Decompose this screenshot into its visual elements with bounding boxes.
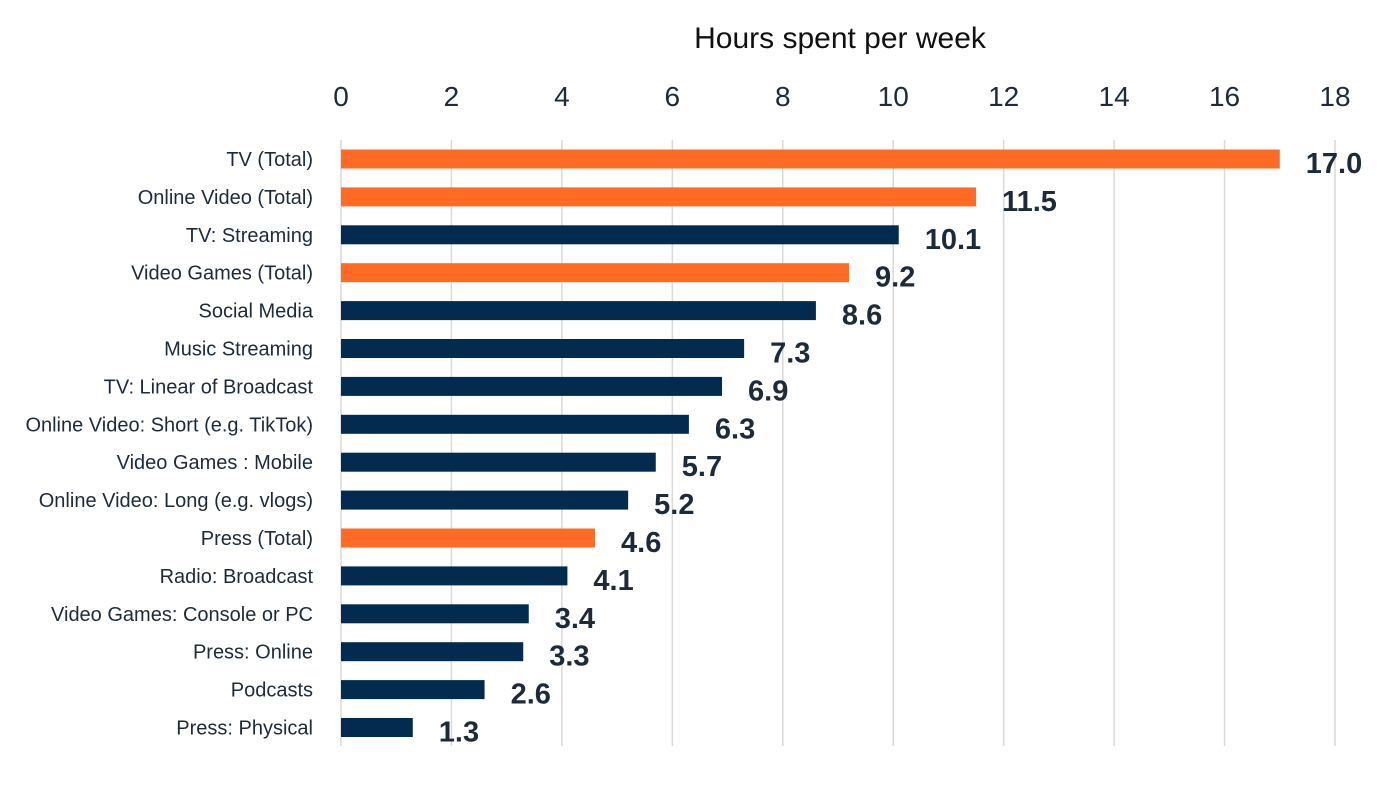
category-label: Online Video (Total) — [138, 187, 313, 209]
bar — [341, 414, 689, 434]
bar — [341, 490, 629, 510]
x-tick-label: 18 — [1319, 81, 1350, 112]
data-labels: 17.0 11.5 10.1 9.2 8.6 7.3 6.9 6.3 5.7 5.2 4.6 4.1 3… — [439, 148, 1362, 749]
category-labels: TV (Total) Online Video (Total) TV: Stream… — [25, 149, 313, 740]
bar — [341, 187, 977, 207]
category-label: Press: Online — [193, 642, 313, 664]
bar — [341, 566, 568, 586]
data-label: 5.7 — [682, 451, 722, 483]
category-label: Online Video: Long (e.g. vlogs) — [39, 490, 313, 512]
bar — [341, 263, 850, 283]
data-label: 9.2 — [875, 262, 915, 294]
x-tick-label: 2 — [444, 81, 460, 112]
data-label: 8.6 — [842, 300, 882, 332]
x-tick-label: 14 — [1099, 81, 1130, 112]
bar — [341, 225, 899, 245]
data-label: 1.3 — [439, 717, 479, 749]
bar — [341, 301, 816, 321]
category-label: Social Media — [198, 301, 313, 323]
x-tick-label: 10 — [878, 81, 909, 112]
x-axis-ticks: 0 2 4 6 8 10 12 14 16 18 — [333, 81, 1350, 112]
data-label: 11.5 — [1002, 186, 1057, 218]
bars — [341, 149, 1280, 737]
data-label: 5.2 — [654, 489, 694, 521]
category-label: TV: Linear of Broadcast — [104, 376, 314, 398]
data-label: 4.1 — [593, 565, 633, 597]
data-label: 10.1 — [925, 224, 981, 256]
bar — [341, 528, 596, 548]
category-label: Video Games (Total) — [131, 263, 313, 285]
data-label: 4.6 — [621, 527, 661, 559]
category-label: Online Video: Short (e.g. TikTok) — [25, 414, 313, 436]
x-tick-label: 16 — [1209, 81, 1240, 112]
x-axis-title: Hours spent per week — [694, 22, 987, 55]
bar — [341, 149, 1280, 169]
category-label: TV: Streaming — [186, 225, 313, 247]
x-tick-label: 0 — [333, 81, 349, 112]
bar — [341, 376, 723, 396]
data-label: 3.4 — [555, 603, 595, 635]
category-label: TV (Total) — [226, 149, 313, 171]
bar — [341, 604, 529, 624]
category-label: Podcasts — [231, 680, 313, 702]
data-label: 7.3 — [770, 338, 810, 370]
x-tick-label: 6 — [665, 81, 681, 112]
category-label: Press: Physical — [176, 718, 313, 740]
data-label: 3.3 — [549, 641, 589, 673]
x-tick-label: 8 — [775, 81, 791, 112]
bar — [341, 718, 413, 737]
category-label: Radio: Broadcast — [160, 566, 314, 588]
category-label: Music Streaming — [164, 339, 313, 361]
bar — [341, 452, 656, 472]
data-label: 6.3 — [715, 413, 755, 445]
category-label: Video Games : Mobile — [117, 452, 313, 474]
bar — [341, 642, 524, 662]
x-tick-label: 4 — [554, 81, 570, 112]
category-label: Press (Total) — [201, 528, 313, 550]
data-label: 2.6 — [511, 679, 551, 711]
data-label: 17.0 — [1306, 148, 1362, 180]
category-label: Video Games: Console or PC — [51, 604, 313, 626]
bar — [341, 339, 745, 358]
bar — [341, 680, 485, 700]
data-label: 6.9 — [748, 375, 788, 407]
x-tick-label: 12 — [988, 81, 1019, 112]
